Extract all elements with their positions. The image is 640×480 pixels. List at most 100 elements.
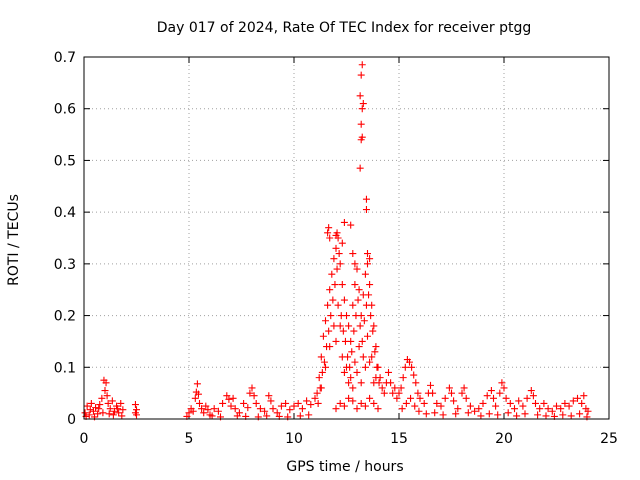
data-point bbox=[414, 389, 422, 397]
data-point bbox=[101, 387, 109, 395]
data-point bbox=[250, 392, 258, 400]
data-point bbox=[351, 358, 359, 366]
data-point bbox=[319, 332, 327, 340]
data-point bbox=[448, 389, 455, 397]
chart-title: Day 017 of 2024, Rate Of TEC Index for r… bbox=[157, 20, 532, 36]
data-point bbox=[81, 409, 89, 417]
data-point bbox=[335, 250, 343, 258]
data-point bbox=[351, 260, 359, 268]
data-point bbox=[191, 394, 199, 402]
data-point bbox=[118, 412, 126, 420]
data-point bbox=[261, 407, 269, 415]
data-point bbox=[85, 411, 93, 419]
data-point bbox=[298, 405, 306, 413]
data-point bbox=[393, 394, 401, 402]
data-point bbox=[353, 405, 361, 413]
data-point bbox=[102, 379, 110, 387]
data-point bbox=[92, 404, 100, 412]
data-point bbox=[358, 337, 366, 345]
data-point bbox=[378, 384, 386, 392]
data-point bbox=[532, 399, 539, 407]
data-point bbox=[364, 250, 371, 258]
data-point bbox=[290, 402, 298, 410]
x-tick-label: 0 bbox=[80, 431, 89, 447]
data-point bbox=[340, 402, 348, 410]
data-point bbox=[361, 270, 369, 278]
x-tick-label: 20 bbox=[495, 431, 513, 447]
data-point bbox=[318, 368, 326, 376]
data-point bbox=[317, 384, 325, 392]
data-point bbox=[252, 399, 260, 407]
data-point bbox=[330, 322, 338, 330]
data-point bbox=[471, 407, 479, 415]
data-point bbox=[513, 412, 521, 420]
data-point bbox=[540, 399, 548, 407]
data-points bbox=[81, 61, 592, 421]
x-tick-label: 25 bbox=[600, 431, 618, 447]
data-point bbox=[357, 399, 365, 407]
plot-area-border bbox=[83, 56, 610, 420]
data-point bbox=[355, 286, 363, 294]
data-point bbox=[356, 322, 364, 330]
data-point bbox=[333, 229, 341, 237]
data-point bbox=[339, 327, 347, 335]
data-point bbox=[357, 120, 365, 128]
data-point bbox=[336, 260, 344, 268]
data-point bbox=[494, 411, 502, 419]
x-tick-label: 10 bbox=[285, 431, 303, 447]
data-point bbox=[410, 371, 418, 379]
data-point bbox=[338, 239, 346, 247]
data-point bbox=[87, 399, 95, 407]
grid-lines bbox=[84, 57, 609, 419]
data-point bbox=[422, 410, 430, 418]
data-point bbox=[331, 281, 339, 289]
data-point bbox=[108, 397, 116, 405]
data-point bbox=[462, 394, 470, 402]
data-point bbox=[98, 394, 106, 402]
data-point bbox=[496, 389, 504, 397]
data-point bbox=[364, 260, 371, 268]
data-point bbox=[519, 402, 527, 410]
data-point bbox=[504, 409, 512, 417]
data-point bbox=[397, 384, 405, 392]
data-point bbox=[86, 406, 94, 414]
data-point bbox=[94, 410, 102, 418]
data-point bbox=[534, 411, 542, 419]
data-point bbox=[492, 402, 500, 410]
data-point bbox=[349, 301, 357, 309]
data-point bbox=[96, 401, 104, 409]
data-point bbox=[366, 281, 374, 289]
data-point bbox=[368, 353, 376, 361]
data-point bbox=[412, 379, 420, 387]
data-point bbox=[506, 399, 514, 407]
data-point bbox=[357, 71, 365, 79]
data-point bbox=[345, 322, 353, 330]
data-point bbox=[578, 399, 586, 407]
data-point bbox=[99, 409, 107, 417]
x-axis-title: GPS time / hours bbox=[286, 459, 403, 475]
data-point bbox=[548, 407, 556, 415]
data-point bbox=[527, 387, 535, 395]
data-point bbox=[114, 405, 122, 413]
data-point bbox=[354, 296, 362, 304]
data-point bbox=[557, 405, 565, 413]
data-point bbox=[370, 379, 378, 387]
data-point bbox=[498, 379, 506, 387]
data-point bbox=[305, 411, 313, 419]
data-point bbox=[106, 405, 114, 413]
data-point bbox=[359, 100, 367, 108]
y-tick-label: 0.5 bbox=[54, 153, 76, 169]
data-point bbox=[332, 337, 340, 345]
data-point bbox=[402, 399, 410, 407]
data-point bbox=[515, 397, 523, 405]
data-point bbox=[356, 164, 364, 172]
data-point bbox=[483, 392, 491, 400]
data-point bbox=[529, 392, 537, 400]
data-point bbox=[317, 353, 325, 361]
data-point bbox=[240, 399, 248, 407]
data-point bbox=[358, 105, 366, 113]
data-point bbox=[490, 394, 497, 402]
y-tick-label: 0.4 bbox=[54, 205, 76, 221]
data-point bbox=[366, 394, 374, 402]
